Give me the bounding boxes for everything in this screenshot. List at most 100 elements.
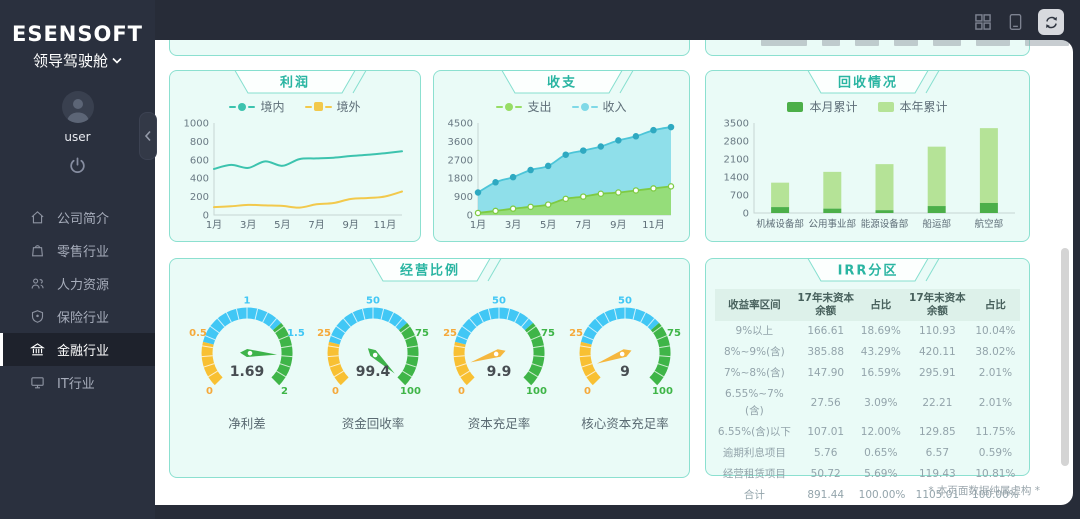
svg-text:4500: 4500 (448, 119, 473, 130)
sidebar-item-retail[interactable]: 零售行业 (0, 234, 155, 267)
gauge-dial: 0 0.5 1 1.5 2 1.69 (189, 296, 305, 397)
table-header-cell: 占比 (970, 289, 1020, 322)
table-cell: 12.00% (860, 426, 901, 439)
svg-text:0: 0 (203, 211, 209, 222)
table-cell: 8%~9%(含) (723, 346, 785, 359)
svg-text:3500: 3500 (724, 119, 749, 130)
sidebar-item-finance[interactable]: 金融行业 (0, 333, 155, 366)
table-row: 7%~8%(含) 147.90 16.59% 295.91 2.01% (715, 363, 1020, 384)
svg-text:机械设备部: 机械设备部 (756, 218, 804, 230)
table-cell: 147.90 (807, 367, 845, 380)
table-cell: 119.43 (918, 468, 956, 481)
username: user (64, 130, 91, 144)
svg-text:50: 50 (492, 296, 506, 307)
sidebar-item-it[interactable]: IT行业 (0, 366, 155, 399)
sidebar-item-label: 公司简介 (57, 212, 110, 227)
avatar (61, 91, 94, 123)
refresh-button[interactable] (1038, 9, 1064, 35)
gauge: 0 25 50 75 100 99.4 资金回收率 (310, 295, 436, 432)
svg-text:船运部: 船运部 (922, 218, 951, 230)
bank-icon (30, 342, 45, 357)
gauge-value: 1.69 (230, 364, 265, 380)
gauge: 0 25 50 75 100 9 核心资本充足率 (562, 295, 688, 432)
svg-text:800: 800 (190, 137, 209, 148)
table-cell: 11.75% (975, 426, 1016, 439)
panel-title-tab: 收支 (457, 70, 667, 94)
svg-text:2700: 2700 (448, 155, 473, 166)
sidebar-item-label: 零售行业 (57, 245, 110, 260)
gauge: 0 25 50 75 100 9.9 资本充足率 (436, 295, 562, 432)
gauge-label: 净利差 (228, 416, 266, 431)
svg-text:11月: 11月 (642, 219, 665, 231)
sidebar-item-company[interactable]: 公司简介 (0, 201, 155, 234)
gauge-dial: 0 25 50 75 100 99.4 (317, 296, 429, 397)
svg-text:0: 0 (467, 211, 473, 222)
svg-text:3600: 3600 (448, 137, 473, 148)
table-cell: 166.61 (807, 325, 845, 338)
table-cell: 5.76 (814, 447, 838, 460)
sidebar-item-insurance[interactable]: 保险行业 (0, 300, 155, 333)
table-row: 经营租赁项目 50.72 5.69% 119.43 10.81% (715, 464, 1020, 485)
svg-text:1000: 1000 (184, 119, 209, 130)
table-row: 8%~9%(含) 385.88 43.29% 420.11 38.02% (715, 342, 1020, 363)
gauge-dial: 0 25 50 75 100 9.9 (443, 296, 555, 397)
svg-text:50: 50 (366, 296, 380, 307)
svg-text:0: 0 (458, 386, 465, 397)
legend-item[interactable]: 支出 (496, 98, 552, 115)
gauge-needle (240, 349, 277, 357)
sidebar-item-label: IT行业 (57, 377, 95, 392)
panel-title-tab: 经营比例 (325, 258, 535, 282)
logout-button[interactable] (0, 156, 155, 175)
table-header-cell: 17年末资本余额 (793, 289, 858, 322)
gauge-group: 0 0.5 1 1.5 2 1.69 净利差 0 25 50 75 100 99.4 资金回收率 0 25 50… (170, 295, 689, 432)
legend-item[interactable]: 境外 (304, 98, 361, 115)
vertical-scrollbar[interactable] (1061, 248, 1069, 466)
footnote: * 本页面数据纯属虚构 * (928, 485, 1040, 497)
svg-text:1: 1 (244, 296, 251, 307)
app-title-dropdown[interactable]: 领导驾驶舱 (0, 50, 155, 71)
table-cell: 295.91 (918, 367, 956, 380)
table-cell: 6.55%(含)以下 (717, 426, 791, 439)
table-cell: 38.02% (975, 346, 1016, 359)
svg-text:400: 400 (190, 174, 209, 185)
refresh-icon (1045, 16, 1057, 28)
sidebar-collapse-handle[interactable] (139, 112, 157, 160)
svg-text:700: 700 (730, 191, 749, 202)
table-header-cell: 17年末资本余额 (903, 289, 971, 322)
topbar-icons (973, 9, 1064, 35)
grid-layout-button[interactable] (973, 12, 993, 32)
svg-text:公用事业部: 公用事业部 (809, 218, 857, 230)
table-row: 6.55%(含)以下 107.01 12.00% 129.85 11.75% (715, 422, 1020, 443)
sidebar-item-hr[interactable]: 人力资源 (0, 267, 155, 300)
clipped-panel-left (169, 40, 690, 56)
svg-text:2: 2 (281, 386, 288, 397)
panel-title: IRR分区 (837, 263, 898, 279)
svg-text:5月: 5月 (274, 219, 290, 231)
table-cell: 7%~8%(含) (723, 367, 785, 380)
legend-item[interactable]: 收入 (571, 98, 627, 115)
sidebar-menu: 公司简介 零售行业 人力资源 保险行业 金融行业 IT行业 (0, 201, 155, 399)
recovery-legend: 本月累计 本年累计 (706, 98, 1029, 115)
svg-text:9月: 9月 (343, 219, 359, 231)
profit-legend: 境内 境外 (170, 98, 420, 115)
svg-text:900: 900 (454, 192, 473, 203)
mobile-preview-button[interactable] (1006, 12, 1025, 32)
legend-item[interactable]: 本年累计 (877, 98, 948, 115)
tablet-icon (1009, 14, 1022, 30)
panel-title: 利润 (280, 75, 310, 91)
svg-text:200: 200 (190, 192, 209, 203)
brand-logo: ESENSOFT (11, 22, 144, 46)
svg-text:3月: 3月 (240, 219, 256, 231)
panel-title: 经营比例 (399, 263, 459, 279)
legend-item[interactable]: 本月累计 (787, 98, 858, 115)
table-cell: 420.11 (918, 346, 956, 359)
app-title: 领导驾驶舱 (32, 52, 108, 70)
legend-item[interactable]: 境内 (229, 98, 285, 115)
monitor-icon (30, 375, 45, 390)
recovery-panel: 回收情况 本月累计 本年累计 0 700 1400 2100 2800 3500 机械设备部… (705, 70, 1030, 242)
svg-text:25: 25 (317, 328, 331, 339)
svg-text:25: 25 (569, 328, 583, 339)
gauge-label: 资金回收率 (341, 416, 405, 431)
clipped-panel-right (705, 40, 1069, 56)
income-expense-panel: 收支 支出 收入 0 900 1800 2700 3600 4500 1月 3月 5月 7月 9月 1… (433, 70, 690, 242)
